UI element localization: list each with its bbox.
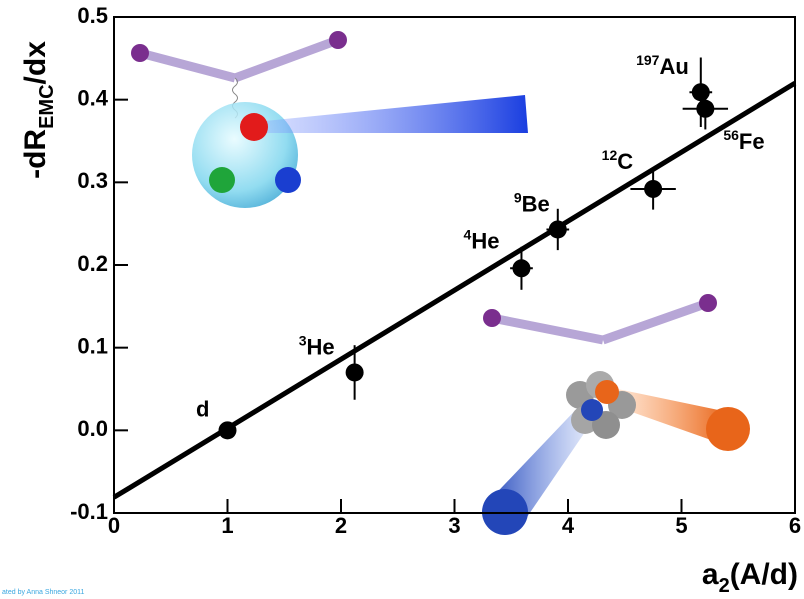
x-tick-label: 0 bbox=[108, 513, 120, 538]
y-tick-label: 0.5 bbox=[77, 3, 108, 28]
point bbox=[644, 180, 662, 198]
illustration bbox=[131, 31, 750, 535]
x-axis-title: a2(A/d) bbox=[702, 558, 798, 597]
point-label-text: Au bbox=[659, 54, 688, 79]
point-label-text: C bbox=[617, 149, 633, 174]
point bbox=[219, 421, 237, 439]
point-label: d bbox=[196, 396, 209, 421]
point-label-sup: 3 bbox=[299, 332, 307, 348]
point bbox=[692, 83, 710, 101]
chart: -dREMC/dx a2(A/d) ated by Anna Shneor 20… bbox=[0, 0, 804, 599]
point-label: 9Be bbox=[514, 189, 550, 216]
point bbox=[549, 220, 567, 238]
y-tick-label: 0.1 bbox=[77, 333, 108, 358]
point bbox=[696, 100, 714, 118]
point-label-sup: 56 bbox=[723, 127, 739, 143]
x-tick-label: 1 bbox=[221, 513, 233, 538]
point bbox=[512, 259, 530, 277]
point-label-sup: 12 bbox=[602, 147, 618, 163]
y-axis-title: -dREMC/dx bbox=[19, 41, 58, 179]
point-label-text: Fe bbox=[739, 129, 765, 154]
x-axis-title-sub: 2 bbox=[719, 575, 730, 597]
x-tick-label: 6 bbox=[789, 513, 801, 538]
point-label-text: d bbox=[196, 396, 209, 421]
point-label-sup: 197 bbox=[636, 52, 660, 68]
y-tick-label: 0.2 bbox=[77, 251, 108, 276]
y-axis-title-main: -dR bbox=[19, 129, 52, 179]
point-label-text: He bbox=[306, 334, 334, 359]
y-tick-label: 0.0 bbox=[77, 416, 108, 441]
y-tick-label: 0.3 bbox=[77, 168, 108, 193]
point-label-sup: 9 bbox=[514, 189, 522, 205]
y-axis-title-sub: EMC bbox=[36, 84, 58, 128]
point-label-sup: 4 bbox=[464, 226, 472, 242]
x-tick-label: 4 bbox=[562, 513, 575, 538]
y-tick-label: -0.1 bbox=[70, 499, 108, 524]
y-tick-label: 0.4 bbox=[77, 85, 108, 110]
credit: ated by Anna Shneor 2011 bbox=[2, 589, 84, 596]
point-label-text: Be bbox=[522, 191, 550, 216]
point-label: 4He bbox=[464, 226, 500, 253]
x-tick-label: 3 bbox=[448, 513, 460, 538]
x-tick-label: 5 bbox=[675, 513, 687, 538]
x-tick-label: 2 bbox=[335, 513, 347, 538]
point-label: 3He bbox=[299, 332, 335, 359]
y-axis-title-rest: /dx bbox=[19, 41, 52, 85]
x-axis-title-rest: (A/d) bbox=[730, 558, 798, 591]
point bbox=[346, 363, 364, 381]
point-label-text: He bbox=[471, 228, 499, 253]
point-label: 56Fe bbox=[723, 127, 764, 154]
point-label: 12C bbox=[602, 147, 634, 174]
x-axis-title-main: a bbox=[702, 558, 719, 591]
point-label: 197Au bbox=[636, 52, 689, 79]
